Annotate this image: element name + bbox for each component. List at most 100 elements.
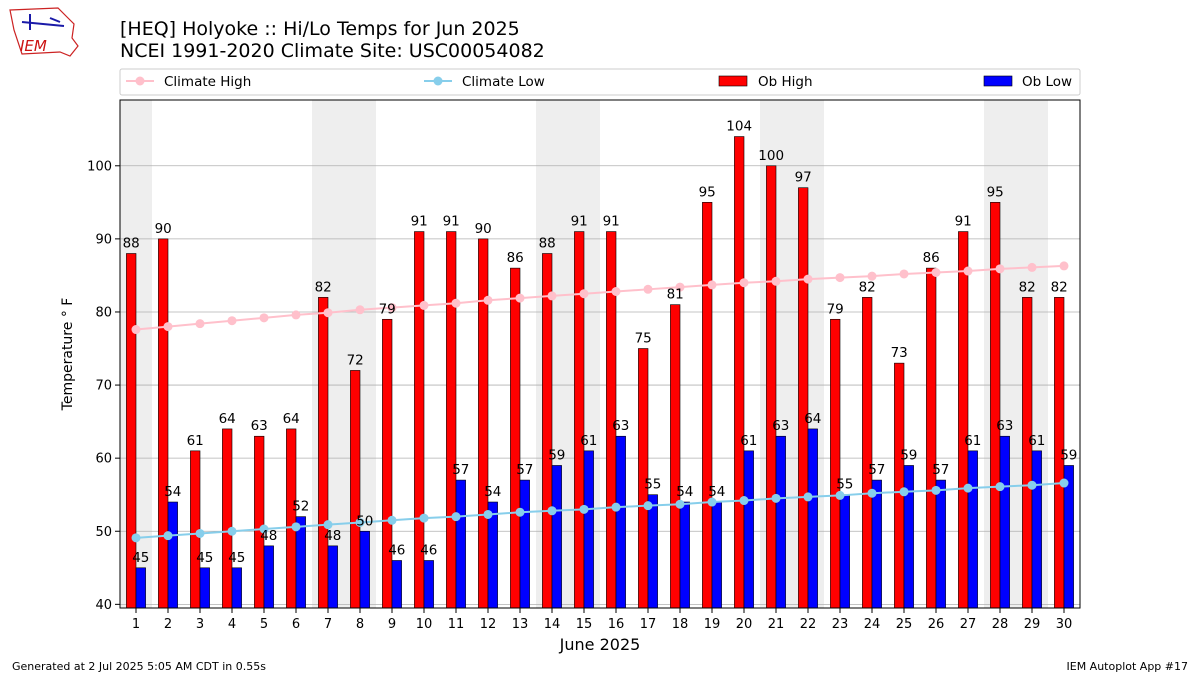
- ob-low-value-label: 57: [516, 462, 533, 478]
- ob-low-value-label: 48: [324, 528, 341, 544]
- climate-high-point: [643, 284, 653, 294]
- ob-low-value-label: 57: [932, 462, 949, 478]
- climate-high-point: [163, 322, 173, 332]
- x-tick-label: 6: [292, 617, 300, 632]
- legend-ob-high-label: Ob High: [758, 74, 813, 90]
- ob-low-bar: [327, 545, 338, 609]
- x-tick-label: 20: [736, 617, 753, 632]
- ob-low-bar: [199, 567, 210, 609]
- y-tick-label: 50: [95, 525, 112, 540]
- climate-high-point: [387, 303, 397, 313]
- ob-high-bar: [286, 428, 297, 609]
- y-axis-label: Temperature ° F: [60, 298, 76, 412]
- climate-high-point: [579, 289, 589, 299]
- ob-high-value-label: 82: [315, 279, 332, 295]
- climate-low-point: [899, 487, 909, 497]
- climate-low-point: [931, 485, 941, 495]
- x-tick-label: 22: [800, 617, 817, 632]
- climate-high-point: [771, 276, 781, 286]
- ob-high-bar: [734, 136, 745, 609]
- y-axis: 40 50 60 70 80 90 100: [87, 159, 120, 613]
- climate-high-point: [451, 298, 461, 308]
- ob-low-bar: [423, 560, 434, 609]
- ob-high-value-label: 61: [187, 433, 204, 449]
- ob-low-bar: [263, 545, 274, 609]
- ob-low-value-label: 57: [452, 462, 469, 478]
- ob-low-value-label: 61: [1028, 433, 1045, 449]
- climate-low-point: [867, 488, 877, 498]
- legend-climate-high: Climate High: [126, 74, 251, 90]
- climate-low-point: [611, 502, 621, 512]
- climate-high-point: [739, 278, 749, 288]
- ob-high-value-label: 91: [571, 214, 588, 230]
- y-tick-label: 60: [95, 452, 112, 467]
- climate-high-point: [131, 325, 141, 335]
- climate-low-point: [483, 509, 493, 519]
- ob-high-bar: [318, 297, 329, 609]
- climate-high-point: [835, 273, 845, 283]
- x-tick-label: 4: [228, 617, 236, 632]
- ob-low-bar: [999, 435, 1010, 609]
- x-tick-label: 9: [388, 617, 396, 632]
- ob-high-bar: [222, 428, 233, 609]
- climate-low-point: [1059, 478, 1069, 488]
- y-tick-label: 80: [95, 305, 112, 320]
- x-tick-label: 18: [672, 617, 689, 632]
- climate-low-point: [739, 496, 749, 506]
- ob-low-value-label: 45: [228, 550, 245, 566]
- climate-low-line: [135, 482, 1065, 539]
- ob-low-value-label: 59: [548, 447, 565, 463]
- ob-low-bar: [807, 428, 818, 609]
- ob-low-value-label: 45: [132, 550, 149, 566]
- climate-high-point: [611, 287, 621, 297]
- climate-high-point: [515, 293, 525, 303]
- footer-generated: Generated at 2 Jul 2025 5:05 AM CDT in 0…: [12, 660, 266, 673]
- legend-ob-low-label: Ob Low: [1022, 74, 1072, 90]
- legend-climate-high-marker: [135, 76, 145, 86]
- ob-high-value-label: 91: [955, 214, 972, 230]
- climate-low-point: [515, 507, 525, 517]
- ob-high-bar: [990, 202, 1001, 609]
- x-tick-label: 16: [608, 617, 625, 632]
- climate-high-point: [995, 264, 1005, 274]
- climate-high-point: [675, 282, 685, 292]
- ob-high-value-label: 79: [379, 301, 396, 317]
- climate-low-point: [707, 497, 717, 507]
- ob-high-bar: [382, 318, 393, 609]
- ob-low-bar: [871, 479, 882, 609]
- ob-high-value-label: 81: [667, 287, 684, 303]
- climate-high-point: [291, 310, 301, 320]
- ob-high-bar: [446, 231, 457, 609]
- ob-high-value-label: 86: [923, 250, 940, 266]
- ob-low-value-label: 50: [356, 513, 373, 529]
- x-tick-label: 25: [896, 617, 913, 632]
- climate-high-point: [547, 291, 557, 301]
- ob-low-value-label: 63: [612, 418, 629, 434]
- ob-low-bar: [967, 450, 978, 609]
- ob-high-bar: [798, 187, 809, 609]
- x-tick-label: 21: [768, 617, 785, 632]
- ob-low-value-label: 55: [836, 477, 853, 493]
- ob-high-bar: [254, 435, 265, 609]
- ob-high-bar: [1022, 297, 1033, 609]
- legend-ob-low: Ob Low: [983, 74, 1072, 90]
- ob-high-bar: [958, 231, 969, 609]
- ob-high-value-label: 95: [987, 184, 1004, 200]
- gridlines: [120, 165, 1080, 605]
- climate-high-point: [355, 305, 365, 315]
- ob-low-value-label: 63: [772, 418, 789, 434]
- ob-low-value-label: 52: [292, 499, 309, 515]
- chart-title: [HEQ] Holyoke :: Hi/Lo Temps for Jun 202…: [120, 18, 520, 40]
- legend-climate-low-marker: [433, 76, 443, 86]
- climate-low-point: [803, 492, 813, 502]
- climate-low-point: [131, 533, 141, 543]
- climate-low-point: [771, 493, 781, 503]
- x-tick-label: 7: [324, 617, 332, 632]
- climate-high-point: [227, 316, 237, 326]
- ob-high-bar: [670, 304, 681, 609]
- ob-low-value-label: 54: [484, 484, 501, 500]
- climate-high-point: [707, 280, 717, 290]
- iowa-outline-icon: [9, 7, 79, 57]
- x-tick-label: 23: [832, 617, 849, 632]
